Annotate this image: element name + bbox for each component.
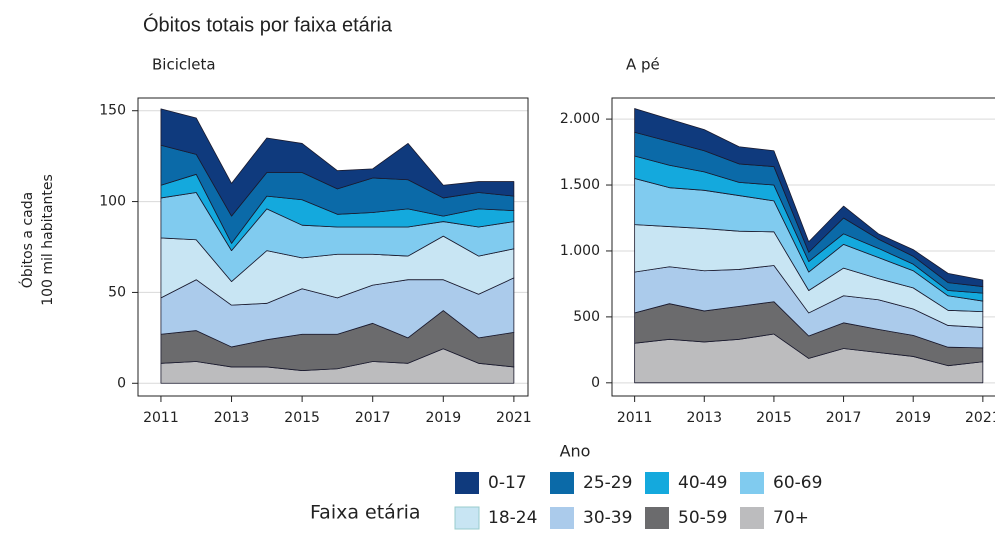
legend-label: 18-24 <box>488 508 537 528</box>
y-tick-label: 150 <box>99 103 126 119</box>
panel-title: A pé <box>626 56 660 74</box>
legend-swatch <box>645 507 669 529</box>
legend-label: 70+ <box>773 508 809 528</box>
y-tick-label: 0 <box>591 375 600 391</box>
x-axis-label: Ano <box>560 442 591 461</box>
y-tick-label: 0 <box>117 375 126 391</box>
x-tick-label: 2019 <box>425 410 461 426</box>
panel-title: Bicicleta <box>152 56 216 74</box>
legend-label: 25-29 <box>583 473 632 493</box>
legend-label: 40-49 <box>678 473 727 493</box>
y-tick-label: 50 <box>108 284 126 300</box>
legend-label: 60-69 <box>773 473 822 493</box>
legend-swatch <box>454 506 480 530</box>
legend-title: Faixa etária <box>310 502 421 524</box>
x-tick-label: 2021 <box>965 410 995 426</box>
x-tick-label: 2019 <box>895 410 931 426</box>
legend-label: 50-59 <box>678 508 727 528</box>
legend-swatch <box>740 472 764 494</box>
x-tick-label: 2011 <box>143 410 179 426</box>
x-tick-label: 2013 <box>686 410 722 426</box>
y-tick-label: 1.500 <box>560 177 600 193</box>
legend-swatch <box>455 472 479 494</box>
legend-label: 30-39 <box>583 508 632 528</box>
x-tick-label: 2015 <box>756 410 792 426</box>
legend-swatch <box>645 472 669 494</box>
y-tick-label: 500 <box>573 309 600 325</box>
x-tick-label: 2013 <box>214 410 250 426</box>
x-tick-label: 2015 <box>284 410 320 426</box>
y-tick-label: 100 <box>99 194 126 210</box>
legend-swatch <box>550 507 574 529</box>
area <box>634 108 984 287</box>
x-tick-label: 2021 <box>496 410 532 426</box>
plot-frame <box>611 97 995 397</box>
y-axis-label: Óbitos a cada <box>18 192 36 288</box>
x-tick-label: 2011 <box>617 410 653 426</box>
legend-swatch <box>550 472 574 494</box>
x-tick-label: 2017 <box>355 410 391 426</box>
x-tick-label: 2017 <box>826 410 862 426</box>
y-tick-label: 1.000 <box>560 243 600 259</box>
y-tick-label: 2.000 <box>560 111 600 127</box>
chart-title: Óbitos totais por faixa etária <box>143 13 393 36</box>
y-axis-label: 100 mil habitantes <box>40 174 56 306</box>
plot-frame <box>137 97 529 397</box>
legend-label: 0-17 <box>488 473 527 493</box>
legend-swatch <box>740 507 764 529</box>
area <box>160 108 515 217</box>
